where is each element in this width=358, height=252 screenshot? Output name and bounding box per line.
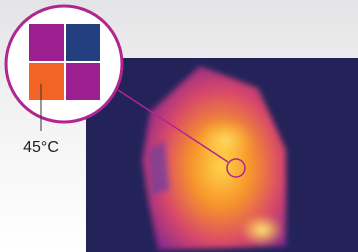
temperature-label: 45°C — [23, 139, 59, 156]
illustration: 45°C — [0, 0, 358, 252]
pixel — [29, 63, 64, 100]
page: 45°C (() => { const data = JSON.parse(do… — [0, 0, 358, 252]
pixel — [29, 24, 64, 61]
pixel — [66, 24, 100, 61]
pixel — [66, 63, 100, 100]
